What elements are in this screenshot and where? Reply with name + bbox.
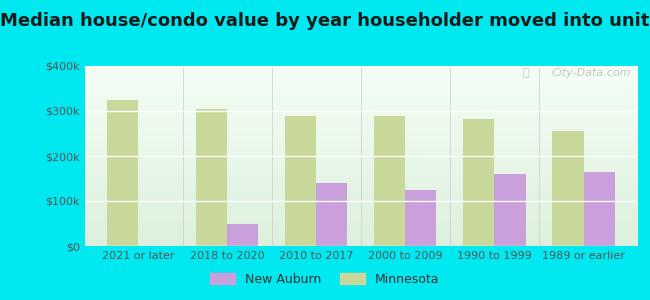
Text: ⓘ: ⓘ [523,68,529,78]
Bar [552,131,584,246]
Bar [495,174,526,246]
Text: Median house/condo value by year householder moved into unit: Median house/condo value by year househo… [0,12,650,30]
Bar [584,172,615,246]
Bar [107,100,138,246]
Bar [196,109,227,246]
Bar [406,190,437,246]
Bar [227,224,258,246]
Bar [316,183,347,246]
Bar [463,118,495,246]
Text: City-Data.com: City-Data.com [552,68,632,78]
Bar [285,116,316,246]
Legend: New Auburn, Minnesota: New Auburn, Minnesota [205,268,445,291]
Bar [374,116,406,246]
